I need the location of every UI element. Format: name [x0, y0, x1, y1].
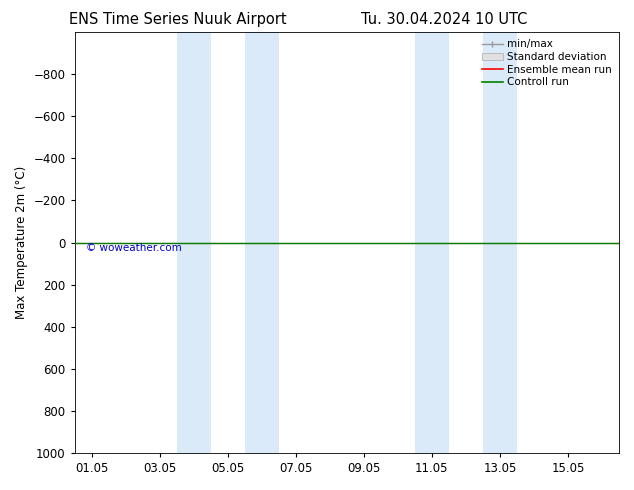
Bar	[483, 32, 517, 453]
Bar	[177, 32, 210, 453]
Legend: min/max, Standard deviation, Ensemble mean run, Controll run: min/max, Standard deviation, Ensemble me…	[480, 37, 614, 89]
Bar	[245, 32, 279, 453]
Bar	[415, 32, 449, 453]
Text: ENS Time Series Nuuk Airport: ENS Time Series Nuuk Airport	[68, 12, 287, 27]
Text: Tu. 30.04.2024 10 UTC: Tu. 30.04.2024 10 UTC	[361, 12, 527, 27]
Y-axis label: Max Temperature 2m (°C): Max Temperature 2m (°C)	[15, 166, 28, 319]
Text: © woweather.com: © woweather.com	[86, 243, 181, 252]
